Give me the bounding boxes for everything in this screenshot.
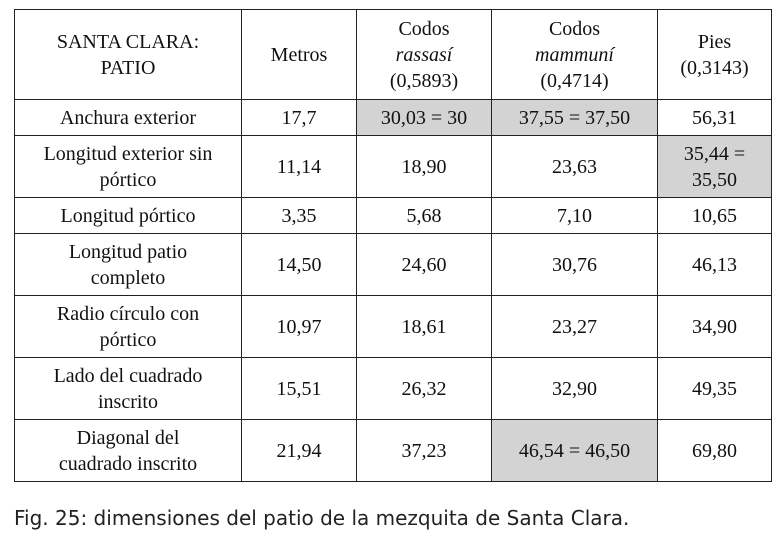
cell-pies-line: 35,44 =	[683, 142, 746, 165]
dimensions-table: SANTA CLARA: PATIO Metros Codos rassasí …	[14, 9, 772, 482]
header-title-line1: SANTA CLARA:	[56, 30, 200, 53]
row-label-line: Longitud patio	[68, 240, 188, 263]
header-title: SANTA CLARA: PATIO	[14, 9, 242, 100]
header-pies: Pies (0,3143)	[657, 9, 772, 100]
row-label: Longitud pórtico	[14, 197, 242, 234]
cell-pies-line: 46,13	[692, 253, 737, 276]
cell-metros: 21,94	[241, 419, 357, 482]
row-label: Lado del cuadrado inscrito	[14, 357, 242, 420]
table-row: Longitud pórtico 3,35 5,68 7,10 10,65	[14, 197, 772, 234]
row-label-line: Diagonal del	[76, 426, 180, 449]
cell-metros: 15,51	[241, 357, 357, 420]
row-label-line: Radio círculo con	[56, 302, 200, 325]
cell-metros: 11,14	[241, 135, 357, 198]
cell-pies-highlighted: 35,44 = 35,50	[657, 135, 772, 198]
cell-pies: 46,13	[657, 233, 772, 296]
cell-pies-line: 69,80	[692, 439, 737, 462]
cell-mammuni: 30,76	[491, 233, 658, 296]
figure: SANTA CLARA: PATIO Metros Codos rassasí …	[14, 9, 772, 482]
cell-mammuni: 32,90	[491, 357, 658, 420]
header-codos-mammuni-line3: (0,4714)	[540, 69, 609, 92]
cell-metros: 14,50	[241, 233, 357, 296]
header-codos-mammuni: Codos mammuní (0,4714)	[491, 9, 658, 100]
header-codos-rassasi-line1: Codos	[398, 17, 450, 40]
cell-metros: 17,7	[241, 99, 357, 136]
row-label: Diagonal del cuadrado inscrito	[14, 419, 242, 482]
table-row: Longitud patio completo 14,50 24,60 30,7…	[14, 233, 772, 296]
cell-mammuni-highlighted: 37,55 = 37,50	[491, 99, 658, 136]
figure-caption: Fig. 25: dimensiones del patio de la mez…	[14, 506, 630, 530]
row-label: Anchura exterior	[14, 99, 242, 136]
header-row: SANTA CLARA: PATIO Metros Codos rassasí …	[14, 9, 772, 100]
cell-pies-line: 10,65	[692, 204, 737, 227]
cell-metros: 3,35	[241, 197, 357, 234]
table-row: Anchura exterior 17,7 30,03 = 30 37,55 =…	[14, 99, 772, 136]
row-label-line: completo	[90, 266, 166, 289]
cell-pies-line: 35,50	[692, 168, 737, 191]
row-label-line: Longitud pórtico	[60, 204, 196, 227]
cell-mammuni: 23,27	[491, 295, 658, 358]
row-label-line: Longitud exterior sin	[43, 142, 213, 165]
row-label-line: Anchura exterior	[59, 106, 197, 129]
row-label-line: inscrito	[98, 390, 158, 413]
cell-pies: 34,90	[657, 295, 772, 358]
header-codos-mammuni-line2: mammuní	[535, 43, 614, 66]
cell-mammuni: 23,63	[491, 135, 658, 198]
header-pies-line1: Pies	[697, 30, 732, 53]
cell-rassasi: 37,23	[356, 419, 492, 482]
row-label-line: pórtico	[99, 328, 157, 351]
cell-rassasi: 18,90	[356, 135, 492, 198]
row-label: Radio círculo con pórtico	[14, 295, 242, 358]
cell-pies: 49,35	[657, 357, 772, 420]
table-row: Diagonal del cuadrado inscrito 21,94 37,…	[14, 419, 772, 482]
row-label: Longitud exterior sin pórtico	[14, 135, 242, 198]
row-label: Longitud patio completo	[14, 233, 242, 296]
cell-pies-line: 34,90	[692, 315, 737, 338]
cell-rassasi: 5,68	[356, 197, 492, 234]
cell-pies-line: 49,35	[692, 377, 737, 400]
header-pies-line2: (0,3143)	[680, 56, 749, 79]
cell-mammuni: 7,10	[491, 197, 658, 234]
header-codos-rassasi: Codos rassasí (0,5893)	[356, 9, 492, 100]
header-codos-mammuni-line1: Codos	[548, 17, 601, 40]
cell-rassasi-highlighted: 30,03 = 30	[356, 99, 492, 136]
header-title-line2: PATIO	[100, 56, 156, 79]
header-metros: Metros	[241, 9, 357, 100]
cell-rassasi: 18,61	[356, 295, 492, 358]
cell-pies: 69,80	[657, 419, 772, 482]
cell-rassasi: 24,60	[356, 233, 492, 296]
header-codos-rassasi-line2: rassasí	[395, 43, 453, 66]
cell-pies: 10,65	[657, 197, 772, 234]
cell-pies-line: 56,31	[692, 106, 737, 129]
table-row: Radio círculo con pórtico 10,97 18,61 23…	[14, 295, 772, 358]
table-row: Lado del cuadrado inscrito 15,51 26,32 3…	[14, 357, 772, 420]
row-label-line: Lado del cuadrado	[53, 364, 203, 387]
cell-mammuni-highlighted: 46,54 = 46,50	[491, 419, 658, 482]
row-label-line: cuadrado inscrito	[58, 452, 198, 475]
row-label-line: pórtico	[99, 168, 157, 191]
header-codos-rassasi-line3: (0,5893)	[389, 69, 459, 92]
cell-rassasi: 26,32	[356, 357, 492, 420]
table-row: Longitud exterior sin pórtico 11,14 18,9…	[14, 135, 772, 198]
cell-pies: 56,31	[657, 99, 772, 136]
cell-metros: 10,97	[241, 295, 357, 358]
